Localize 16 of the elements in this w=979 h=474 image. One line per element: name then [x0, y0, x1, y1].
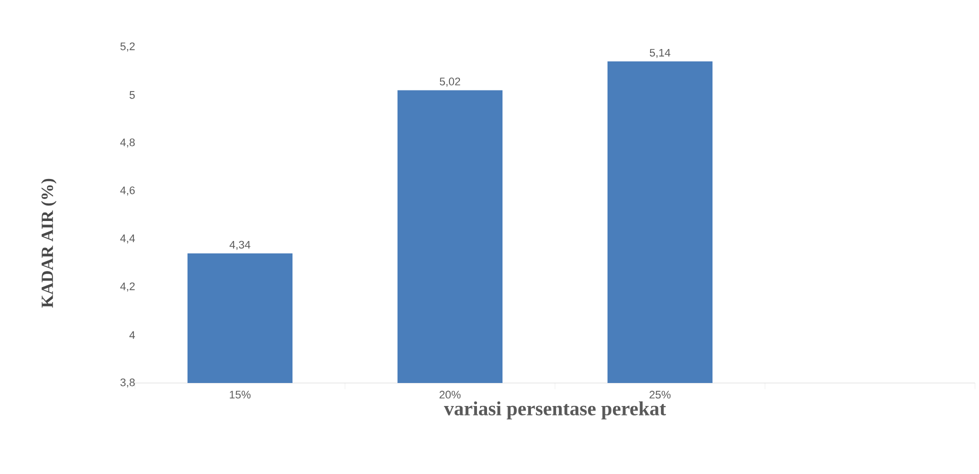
y-tick-label: 4,8: [120, 138, 135, 148]
x-tick-label: 15%: [230, 390, 251, 398]
x-tick-label: 20%: [440, 390, 461, 399]
y-tick-label: 3,8: [120, 378, 135, 388]
y-tick-label: 4,2: [120, 282, 135, 292]
data-label: 5,14: [650, 48, 670, 58]
x-axis-title: variasi persentase perekat: [444, 401, 666, 420]
y-tick-label: 5: [130, 91, 135, 99]
y-axis-title: KADAR AIR (%): [41, 178, 56, 308]
data-label: 4,34: [230, 240, 250, 250]
y-tick-label: 4: [129, 331, 135, 339]
y-tick-label: 4,4: [120, 234, 135, 244]
x-tick-label: 25%: [650, 390, 671, 399]
y-tick-label: 4,6: [120, 186, 135, 196]
data-label: 5,02: [440, 78, 460, 87]
y-tick-label: 5,2: [120, 42, 135, 52]
